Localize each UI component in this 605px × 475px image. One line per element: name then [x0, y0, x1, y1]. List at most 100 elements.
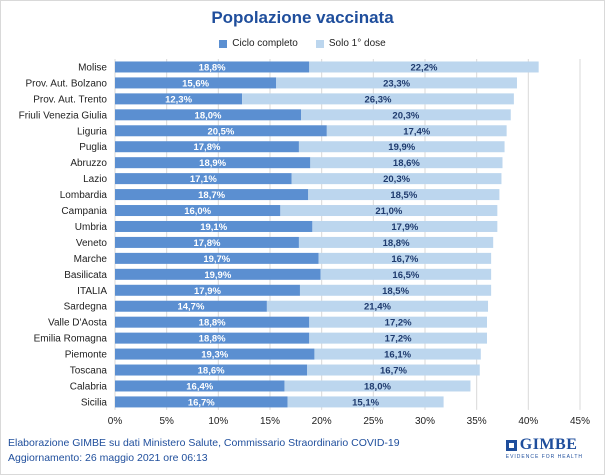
bar-solo-prima-dose	[307, 364, 480, 376]
legend-swatch-solo-prima-dose	[315, 39, 324, 48]
data-label: 23,3%	[383, 78, 410, 89]
legend-item-solo-prima-dose: Solo 1° dose	[315, 38, 386, 49]
data-label: 17,8%	[193, 238, 220, 249]
data-label: 19,3%	[201, 350, 228, 361]
data-label: 16,4%	[186, 381, 213, 392]
data-label: 16,5%	[392, 270, 419, 281]
x-tick-label: 35%	[467, 416, 487, 427]
data-label: 18,6%	[393, 158, 420, 169]
category-label: Prov. Aut. Trento	[33, 94, 107, 105]
data-label: 18,8%	[199, 334, 226, 345]
data-label: 19,1%	[200, 222, 227, 233]
data-label: 17,4%	[403, 126, 430, 137]
category-label: Toscana	[70, 366, 108, 377]
data-label: 14,7%	[177, 302, 204, 313]
bar-solo-prima-dose	[280, 205, 498, 217]
legend-swatch-ciclo-completo	[219, 39, 228, 48]
data-label: 18,0%	[364, 381, 391, 392]
data-label: 17,1%	[190, 174, 217, 185]
bar-ciclo-completo	[115, 316, 310, 328]
bar-solo-prima-dose	[320, 268, 492, 280]
category-label: Puglia	[79, 142, 107, 153]
category-label: Valle D'Aosta	[48, 318, 107, 329]
x-tick-label: 30%	[415, 416, 435, 427]
bar-solo-prima-dose	[287, 396, 444, 408]
data-label: 18,8%	[199, 62, 226, 73]
bar-solo-prima-dose	[242, 93, 514, 105]
data-label: 18,8%	[383, 238, 410, 249]
x-tick-label: 0%	[108, 416, 123, 427]
bar-ciclo-completo	[115, 220, 313, 232]
bar-chart: 0% 5% 10% 15% 20% 25% 30% 35% 40% 45% Molise 18,8% 2…	[19, 59, 590, 427]
legend-label-solo-prima-dose: Solo 1° dose	[328, 38, 386, 49]
data-label: 16,0%	[184, 206, 211, 217]
data-label: 22,2%	[410, 62, 437, 73]
category-label: ITALIA	[77, 286, 107, 297]
category-label: Basilicata	[64, 270, 107, 281]
bar-ciclo-completo	[115, 77, 277, 89]
footer: Elaborazione GIMBE su dati Ministero Sal…	[8, 436, 400, 466]
bar-ciclo-completo	[115, 332, 310, 344]
data-label: 21,4%	[364, 302, 391, 313]
data-label: 19,9%	[204, 270, 231, 281]
data-label: 19,7%	[203, 254, 230, 265]
data-label: 18,7%	[198, 190, 225, 201]
bar-ciclo-completo	[115, 141, 299, 153]
data-label: 18,8%	[199, 318, 226, 329]
data-label: 16,7%	[188, 397, 215, 408]
category-label: Liguria	[77, 126, 107, 137]
x-tick-label: 10%	[208, 416, 228, 427]
bar-ciclo-completo	[115, 236, 299, 248]
bar-solo-prima-dose	[266, 300, 489, 312]
data-label: 18,5%	[382, 286, 409, 297]
data-label: 18,5%	[390, 190, 417, 201]
category-label: Sicilia	[81, 397, 108, 408]
category-label: Prov. Aut. Bolzano	[25, 78, 107, 89]
bar-solo-prima-dose	[291, 173, 502, 185]
bar-solo-prima-dose	[318, 252, 492, 264]
bar-solo-prima-dose	[314, 348, 481, 360]
footer-source: Elaborazione GIMBE su dati Ministero Sal…	[8, 437, 400, 449]
category-label: Friuli Venezia Giulia	[19, 110, 108, 121]
bar-ciclo-completo	[115, 380, 285, 392]
x-tick-label: 25%	[363, 416, 383, 427]
data-label: 17,9%	[391, 222, 418, 233]
logo-name: GIMBE	[519, 436, 578, 453]
bar-solo-prima-dose	[301, 109, 511, 121]
data-label: 16,7%	[391, 254, 418, 265]
bar-solo-prima-dose	[298, 236, 494, 248]
bar-solo-prima-dose	[284, 380, 471, 392]
bar-solo-prima-dose	[326, 125, 507, 137]
logo-mark-icon	[505, 439, 517, 451]
bar-ciclo-completo	[115, 364, 308, 376]
x-tick-label: 45%	[570, 416, 590, 427]
category-label: Veneto	[76, 238, 108, 249]
footer-updated: Aggiornamento: 26 maggio 2021 ore 06:13	[8, 452, 208, 464]
x-tick-label: 15%	[260, 416, 280, 427]
data-label: 16,1%	[384, 350, 411, 361]
bar-ciclo-completo	[115, 189, 309, 201]
category-label: Emilia Romagna	[34, 334, 108, 345]
data-label: 17,9%	[194, 286, 221, 297]
data-label: 18,9%	[199, 158, 226, 169]
x-tick-label: 20%	[312, 416, 332, 427]
category-label: Umbria	[75, 222, 108, 233]
bar-ciclo-completo	[115, 396, 288, 408]
bar-solo-prima-dose	[310, 157, 503, 169]
bar-ciclo-completo	[115, 300, 267, 312]
x-tick-label: 40%	[518, 416, 538, 427]
bar-solo-prima-dose	[312, 220, 498, 232]
data-label: 15,1%	[352, 397, 379, 408]
bar-ciclo-completo	[115, 252, 319, 264]
gimbe-logo: GIMBE EVIDENCE FOR HEALTH	[505, 436, 583, 460]
bar-solo-prima-dose	[298, 141, 505, 153]
x-tick-label: 5%	[159, 416, 174, 427]
bar-ciclo-completo	[115, 205, 281, 217]
data-label: 20,3%	[383, 174, 410, 185]
bar-ciclo-completo	[115, 157, 311, 169]
category-label: Molise	[78, 62, 107, 73]
data-label: 19,9%	[388, 142, 415, 153]
data-label: 26,3%	[365, 94, 392, 105]
data-label: 17,2%	[385, 334, 412, 345]
chart-title: Popolazione vaccinata	[211, 8, 394, 27]
